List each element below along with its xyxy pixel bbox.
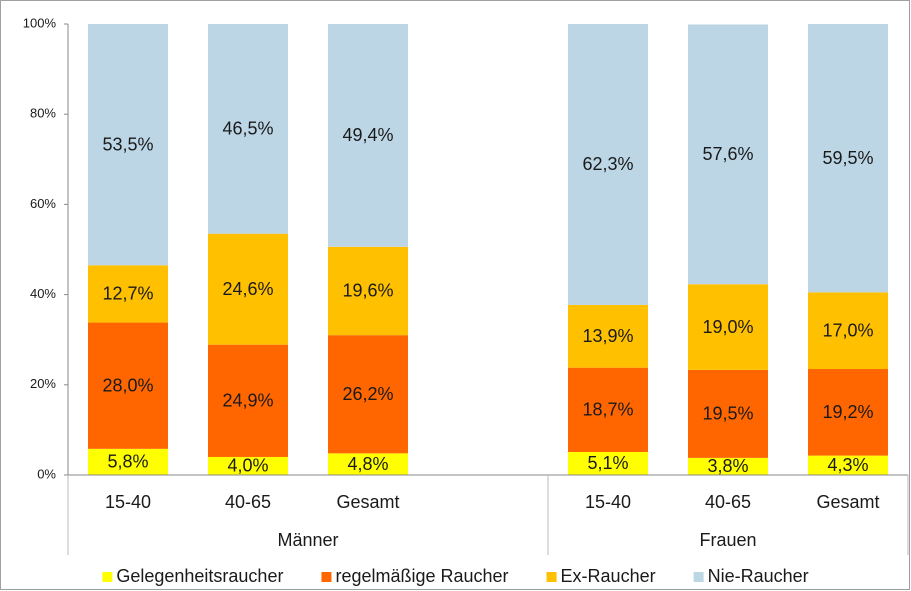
- data-label: 5,1%: [587, 453, 628, 473]
- bar-segment: [568, 367, 648, 452]
- bar-segment: [688, 24, 768, 285]
- x-tick-label: 40-65: [705, 492, 751, 512]
- data-label: 59,5%: [822, 148, 873, 168]
- y-tick-label: 20%: [30, 376, 56, 391]
- bar-segment: [208, 24, 288, 234]
- group-label: Männer: [277, 530, 338, 550]
- data-label: 62,3%: [582, 154, 633, 174]
- bar-segment: [328, 335, 408, 454]
- group-label: Frauen: [699, 530, 756, 550]
- bar-segment: [568, 451, 648, 475]
- data-label: 19,5%: [702, 404, 753, 424]
- bar-segment: [688, 284, 768, 370]
- legend-label: regelmäßige Raucher: [335, 566, 508, 586]
- x-tick-label: 15-40: [105, 492, 151, 512]
- bar-segment: [208, 344, 288, 457]
- legend-marker: [546, 572, 557, 582]
- bar-segment: [568, 24, 648, 305]
- bar-segment: [808, 292, 888, 370]
- data-label: 5,8%: [107, 452, 148, 472]
- x-tick-label: 15-40: [585, 492, 631, 512]
- bar-segment: [88, 322, 168, 449]
- y-tick-label: 0%: [37, 466, 56, 481]
- data-label: 24,6%: [222, 279, 273, 299]
- bar-segment: [208, 456, 288, 475]
- data-label: 12,7%: [102, 284, 153, 304]
- bar-segment: [208, 233, 288, 345]
- bar-segment: [808, 369, 888, 456]
- legend-label: Gelegenheitsraucher: [116, 566, 283, 586]
- legend-marker: [102, 572, 113, 582]
- bar-segment: [568, 304, 648, 368]
- bar-segment: [88, 448, 168, 475]
- data-label: 28,0%: [102, 375, 153, 395]
- data-label: 26,2%: [342, 384, 393, 404]
- data-label: 13,9%: [582, 326, 633, 346]
- x-tick-label: Gesamt: [816, 492, 879, 512]
- data-label: 4,0%: [227, 456, 268, 476]
- data-label: 3,8%: [707, 456, 748, 476]
- y-tick-label: 40%: [30, 286, 56, 301]
- y-tick-label: 60%: [30, 196, 56, 211]
- y-tick-label: 80%: [30, 106, 56, 121]
- bar-segment: [328, 246, 408, 336]
- legend-label: Nie-Raucher: [708, 566, 809, 586]
- data-label: 53,5%: [102, 134, 153, 154]
- data-label: 46,5%: [222, 119, 273, 139]
- bar-segment: [88, 24, 168, 266]
- data-label: 18,7%: [582, 400, 633, 420]
- bar-segment: [88, 265, 168, 323]
- bar-segment: [808, 24, 888, 293]
- legend-marker: [321, 572, 332, 582]
- x-tick-label: Gesamt: [336, 492, 399, 512]
- y-tick-label: 100%: [23, 15, 57, 30]
- data-label: 49,4%: [342, 125, 393, 145]
- bar-segment: [328, 24, 408, 247]
- bar-segment: [688, 457, 768, 475]
- x-tick-label: 40-65: [225, 492, 271, 512]
- bar-segment: [328, 453, 408, 475]
- bar-segment: [808, 455, 888, 475]
- data-label: 4,3%: [827, 455, 868, 475]
- data-label: 57,6%: [702, 144, 753, 164]
- data-label: 19,2%: [822, 402, 873, 422]
- legend-label: Ex-Raucher: [561, 566, 656, 586]
- data-label: 17,0%: [822, 320, 873, 340]
- data-label: 4,8%: [347, 454, 388, 474]
- legend-marker: [693, 572, 704, 582]
- data-label: 19,6%: [342, 281, 393, 301]
- data-label: 24,9%: [222, 391, 273, 411]
- data-label: 19,0%: [702, 317, 753, 337]
- bar-segment: [688, 369, 768, 458]
